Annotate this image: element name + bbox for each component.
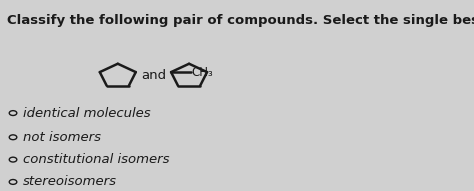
Text: constitutional isomers: constitutional isomers xyxy=(23,153,170,166)
Text: stereoisomers: stereoisomers xyxy=(23,176,117,189)
Text: and: and xyxy=(142,69,167,82)
Text: CH₃: CH₃ xyxy=(191,66,213,79)
Text: identical molecules: identical molecules xyxy=(23,107,151,120)
Text: not isomers: not isomers xyxy=(23,131,101,144)
Text: Classify the following pair of compounds. Select the single best answer.: Classify the following pair of compounds… xyxy=(7,14,474,28)
